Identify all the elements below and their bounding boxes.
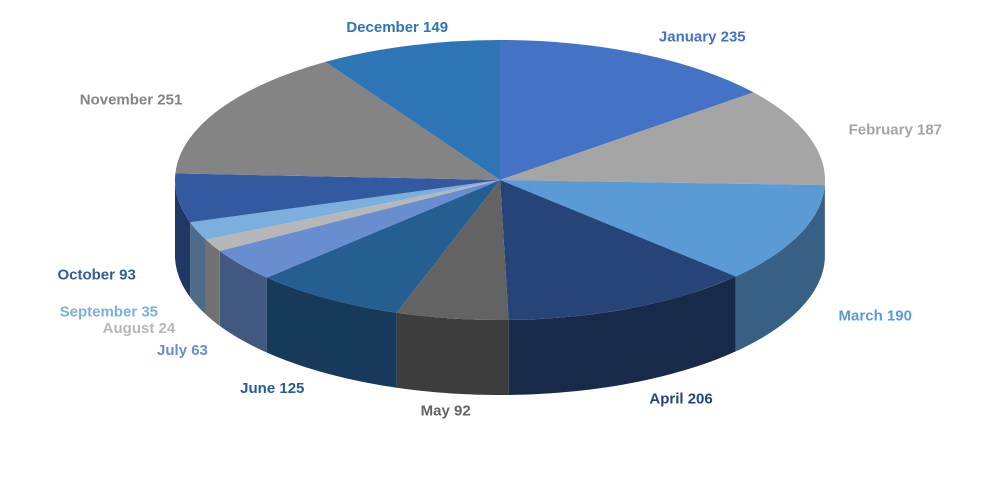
slice	[219, 180, 501, 278]
data-label: April 206	[649, 390, 712, 407]
label-category: December	[346, 19, 419, 36]
slice	[396, 180, 509, 320]
label-value: 190	[887, 307, 912, 324]
slice-side	[175, 180, 191, 298]
data-label: October 93	[57, 266, 135, 283]
label-category: July	[157, 342, 188, 359]
slice	[500, 92, 825, 186]
label-value: 235	[721, 28, 746, 45]
slice-side	[219, 250, 267, 353]
label-value: 35	[141, 304, 158, 321]
slice	[500, 40, 754, 180]
data-label: February 187	[849, 121, 942, 138]
data-label: November 251	[80, 92, 183, 109]
label-value: 187	[917, 121, 942, 138]
label-category: March	[839, 307, 883, 324]
slice-side	[508, 276, 736, 395]
data-label: January 235	[659, 28, 746, 45]
data-label: July 63	[157, 342, 208, 359]
slice	[175, 61, 501, 180]
data-label: June 125	[240, 380, 304, 397]
label-category: September	[60, 304, 138, 321]
data-label: December 149	[346, 19, 448, 36]
label-value: 24	[159, 320, 176, 337]
data-label: May 92	[421, 402, 471, 419]
label-value: 206	[688, 390, 713, 407]
label-category: May	[421, 402, 451, 419]
slice	[190, 180, 500, 240]
slice-side	[266, 277, 397, 388]
label-value: 93	[119, 266, 136, 283]
slice	[174, 173, 500, 223]
label-category: June	[240, 380, 275, 397]
label-value: 125	[279, 380, 304, 397]
slice	[205, 180, 500, 251]
label-category: April	[649, 390, 683, 407]
label-category: November	[80, 92, 154, 109]
slice-side	[735, 185, 825, 352]
slice	[266, 180, 500, 313]
slice	[500, 180, 825, 277]
data-label: September 35	[60, 304, 158, 321]
label-value: 63	[191, 342, 208, 359]
slice-side	[190, 222, 206, 315]
slice	[500, 180, 736, 320]
slice-side	[396, 312, 509, 395]
label-value: 251	[157, 92, 182, 109]
label-category: October	[57, 266, 115, 283]
label-category: February	[849, 121, 914, 138]
label-category: January	[659, 28, 717, 45]
label-category: August	[103, 320, 155, 337]
label-value: 92	[454, 402, 471, 419]
data-label: March 190	[839, 307, 912, 324]
data-label: August 24	[103, 320, 176, 337]
label-value: 149	[423, 19, 448, 36]
slice-side	[205, 239, 220, 326]
slice	[325, 40, 500, 180]
